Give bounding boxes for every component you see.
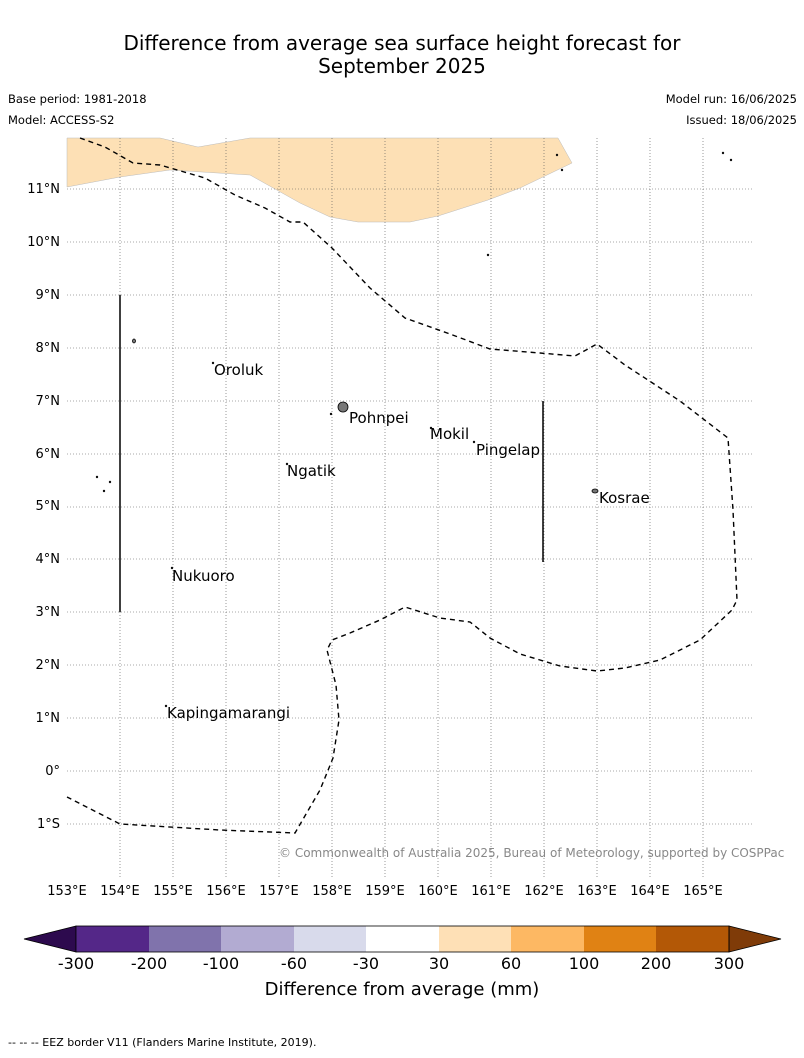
lat-label: 1°N <box>35 711 61 726</box>
lat-label: 3°N <box>35 605 61 620</box>
lat-label: 1°S <box>36 817 60 832</box>
colorbar-tick: 60 <box>500 954 522 973</box>
lon-label: 158°E <box>312 884 352 899</box>
colorbar-bin <box>366 926 439 952</box>
colorbar-bin <box>76 926 149 952</box>
colorbar-label: Difference from average (mm) <box>264 979 540 1000</box>
place-label-oroluk: Oroluk <box>214 361 264 379</box>
lat-label: 6°N <box>35 447 61 462</box>
issued-date: Issued: 18/06/2025 <box>686 113 797 127</box>
lat-label: 7°N <box>35 394 61 409</box>
lon-label: 161°E <box>471 884 511 899</box>
colorbar-bin <box>294 926 366 952</box>
map-title: Difference from average sea surface heig… <box>0 32 804 78</box>
lat-label: 0° <box>45 764 60 779</box>
lon-label: 157°E <box>259 884 299 899</box>
base-period: Base period: 1981-2018 <box>8 92 147 106</box>
lat-label: 10°N <box>27 235 60 250</box>
small-island <box>132 338 136 344</box>
lat-label: 11°N <box>27 182 60 197</box>
lon-label: 165°E <box>683 884 723 899</box>
copyright-notice: © Commonwealth of Australia 2025, Bureau… <box>279 846 785 860</box>
colorbar-tick: -60 <box>280 954 308 973</box>
colorbar-tick: 300 <box>713 954 745 973</box>
place-label-pingelap: Pingelap <box>476 441 541 459</box>
lon-label: 162°E <box>524 884 564 899</box>
lon-label: 154°E <box>100 884 140 899</box>
lat-label: 8°N <box>35 341 61 356</box>
lon-label: 164°E <box>630 884 670 899</box>
lon-label: 163°E <box>577 884 617 899</box>
map-canvas <box>66 137 754 878</box>
colorbar-bin <box>221 926 294 952</box>
colorbar-tick: -30 <box>352 954 380 973</box>
colorbar-tick: -200 <box>130 954 168 973</box>
lat-label: 5°N <box>35 499 61 514</box>
place-label-mokil: Mokil <box>430 425 470 443</box>
colorbar-bin <box>439 926 511 952</box>
graticule <box>67 138 754 878</box>
lon-label: 160°E <box>418 884 458 899</box>
lat-label: 2°N <box>35 658 61 673</box>
colorbar-tick: 200 <box>640 954 672 973</box>
place-label-ngatik: Ngatik <box>287 462 336 480</box>
colorbar-tick: 100 <box>568 954 600 973</box>
place-label-nukuoro: Nukuoro <box>172 567 235 585</box>
colorbar-bin <box>584 926 656 952</box>
islands <box>95 151 733 708</box>
colorbar-outline <box>75 925 730 953</box>
colorbar-tick: 30 <box>428 954 450 973</box>
colorbar-bin <box>149 926 221 952</box>
place-label-kosrae: Kosrae <box>599 489 650 507</box>
colorbar-bin <box>511 926 584 952</box>
eez-legend-note: -- -- -- EEZ border V11 (Flanders Marine… <box>8 1036 317 1049</box>
place-label-kapingamarangi: Kapingamarangi <box>167 704 291 722</box>
lon-label: 156°E <box>206 884 246 899</box>
pohnpei-island <box>337 401 349 413</box>
place-label-pohnpei: Pohnpei <box>349 409 409 427</box>
lon-label: 153°E <box>47 884 87 899</box>
kosrae-island <box>591 488 599 494</box>
title-line-2: September 2025 <box>318 54 486 78</box>
colorbar-extend-low <box>23 925 77 953</box>
eez-border <box>66 137 738 834</box>
colorbar-tick: -300 <box>57 954 95 973</box>
lon-label: 155°E <box>153 884 193 899</box>
colorbar-extend-high <box>728 925 782 953</box>
colorbar-tick: -100 <box>202 954 240 973</box>
colorbar <box>23 925 782 953</box>
lon-label: 159°E <box>365 884 405 899</box>
colorbar-bin <box>656 926 729 952</box>
model-run-date: Model run: 16/06/2025 <box>665 92 797 106</box>
anomaly-region <box>66 137 573 223</box>
lat-label: 4°N <box>35 552 61 567</box>
lat-label: 9°N <box>35 288 61 303</box>
model-name: Model: ACCESS-S2 <box>8 113 115 127</box>
title-line-1: Difference from average sea surface heig… <box>123 31 681 55</box>
